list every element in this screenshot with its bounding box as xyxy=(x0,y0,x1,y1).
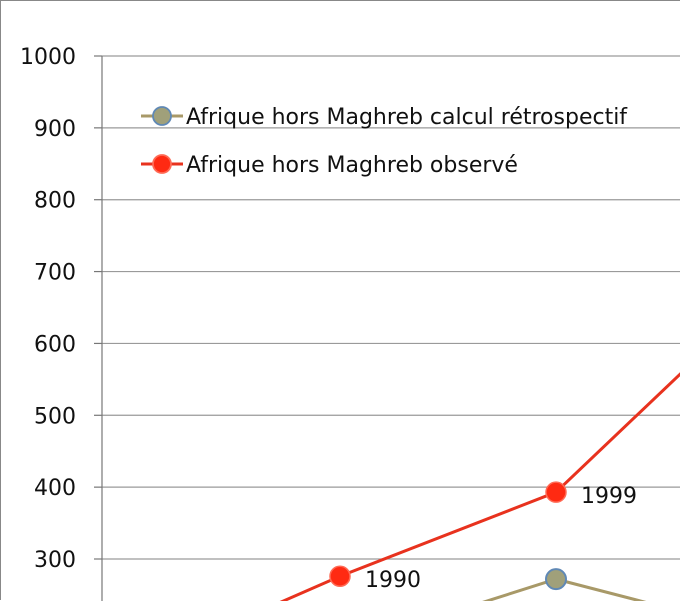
marker-retrospectif xyxy=(545,568,567,591)
legend-observe-label: Afrique hors Maghreb observé xyxy=(186,153,518,178)
line-observe xyxy=(279,372,680,601)
y-tick-label: 400 xyxy=(34,476,76,501)
data-labels: 1990 1999 xyxy=(365,484,637,593)
y-tick-label: 900 xyxy=(34,117,76,142)
y-tick-label: 1000 xyxy=(20,45,76,70)
gridlines xyxy=(102,55,680,560)
y-tick-label: 800 xyxy=(34,189,76,214)
y-axis: 300 400 500 600 700 800 900 1000 xyxy=(20,45,103,601)
marker-observe xyxy=(545,481,567,503)
legend: Afrique hors Maghreb calcul rétrospectif… xyxy=(141,105,628,178)
legend-retrospectif-label: Afrique hors Maghreb calcul rétrospectif xyxy=(186,105,628,130)
legend-retrospectif-swatch-marker xyxy=(152,106,172,126)
legend-observe-swatch-marker xyxy=(152,154,172,174)
series-markers xyxy=(329,481,567,591)
y-tick-label: 300 xyxy=(34,548,76,573)
y-tick-label: 700 xyxy=(34,261,76,286)
data-label: 1990 xyxy=(365,568,421,593)
y-tick-label: 500 xyxy=(34,404,76,429)
data-label: 1999 xyxy=(581,484,637,509)
marker-observe xyxy=(329,565,351,587)
y-tick-label: 600 xyxy=(34,332,76,357)
